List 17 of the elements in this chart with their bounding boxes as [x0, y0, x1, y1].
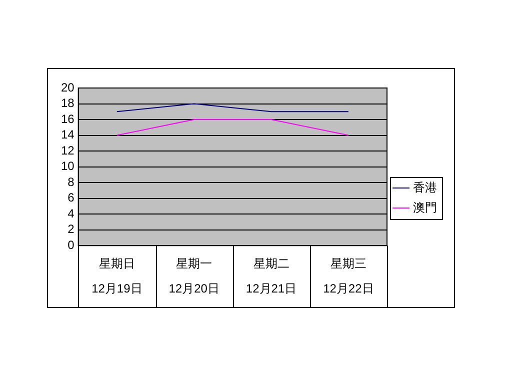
y-tick-label: 14 — [60, 128, 75, 142]
x-tick-label: 星期日 12月19日 — [92, 256, 142, 296]
y-tick-label: 6 — [68, 190, 75, 205]
y-tick-label: 4 — [68, 206, 75, 220]
legend-label: 香港 — [413, 180, 437, 194]
legend-label: 澳門 — [413, 200, 437, 214]
x-tick-label: 星期一 12月20日 — [168, 256, 220, 296]
y-tick-label: 18 — [60, 96, 75, 110]
y-tick-label: 20 — [60, 80, 75, 94]
x-tick-label: 星期二 12月21日 — [246, 256, 297, 296]
y-tick-label: 10 — [60, 159, 75, 174]
x-tick-label: 星期三 12月22日 — [323, 256, 374, 296]
y-tick-label: 8 — [68, 174, 75, 189]
y-tick-label: 16 — [60, 112, 75, 126]
y-tick-label: 0 — [68, 238, 75, 252]
y-tick-label: 2 — [68, 222, 75, 236]
y-tick-label: 12 — [60, 143, 75, 158]
